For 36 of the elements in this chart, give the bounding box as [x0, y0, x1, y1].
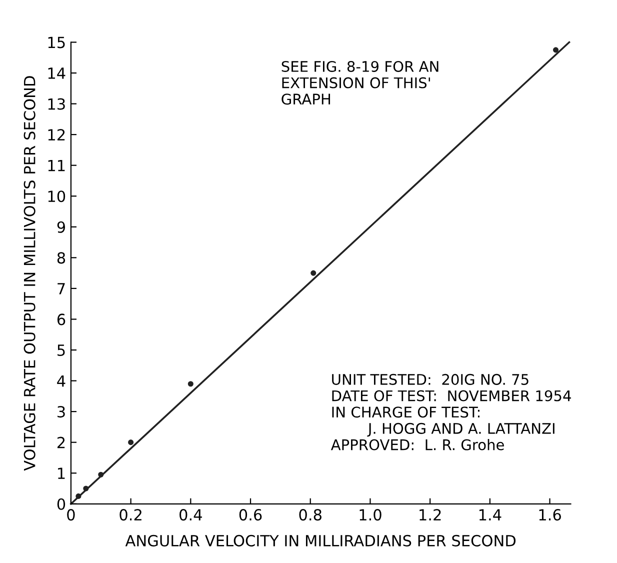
- annotation: UNIT TESTED: 20IG NO. 75 DATE OF TEST: NOVEMBER 1954 IN CHARGE OF TEST: J. HOGG AND A. LATTANZI APPROVED: L. R. Grohe: [330, 374, 571, 450]
- point: [552, 47, 559, 53]
- y-tick-label: 5: [58, 344, 65, 356]
- y-tick-label: 4: [57, 375, 66, 387]
- y-tick-label: 2: [57, 436, 65, 448]
- x-tick-label: 0.6: [239, 509, 262, 521]
- point: [83, 486, 89, 492]
- y-tick-label: 8: [57, 252, 66, 264]
- x-tick-label: 1.2: [420, 509, 441, 520]
- x-tick-label: 0.2: [120, 509, 142, 521]
- y-tick-label: 12: [48, 129, 65, 140]
- x-tick-label: 0: [67, 509, 75, 521]
- point: [98, 472, 104, 478]
- y-tick-label: 14: [48, 68, 66, 79]
- y-axis-title: VOLTAGE RATE OUTPUT IN MILLIVOLTS PER SECOND: [24, 76, 36, 471]
- x-tick-label: 1.0: [360, 509, 382, 521]
- point: [128, 440, 134, 446]
- y-tick-label: 7: [58, 283, 65, 294]
- x-tick-label: 1.4: [479, 509, 502, 520]
- point: [188, 381, 194, 387]
- x-axis-title: ANGULAR VELOCITY IN MILLIRADIANS PER SECOND: [125, 534, 516, 546]
- y-tick-label: 13: [48, 98, 65, 110]
- y-tick-label: 15: [48, 36, 65, 48]
- x-tick-label: 0.8: [299, 509, 322, 521]
- y-tick-label: 6: [57, 314, 66, 326]
- y-tick-label: 10: [48, 190, 66, 202]
- y-tick-label: 11: [48, 160, 65, 172]
- y-tick-label: 3: [58, 406, 65, 418]
- y-tick-label: 1: [58, 468, 65, 479]
- y-tick-label: 9: [57, 221, 66, 233]
- point: [310, 270, 316, 276]
- point: [76, 493, 82, 499]
- x-tick-label: 1.6: [539, 509, 561, 521]
- y-tick-label: 0: [57, 498, 66, 510]
- x-tick-label: 0.4: [180, 509, 202, 521]
- annotation: SEE FIG. 8-19 FOR AN EXTENSION OF THIS' GRAPH: [282, 60, 438, 105]
